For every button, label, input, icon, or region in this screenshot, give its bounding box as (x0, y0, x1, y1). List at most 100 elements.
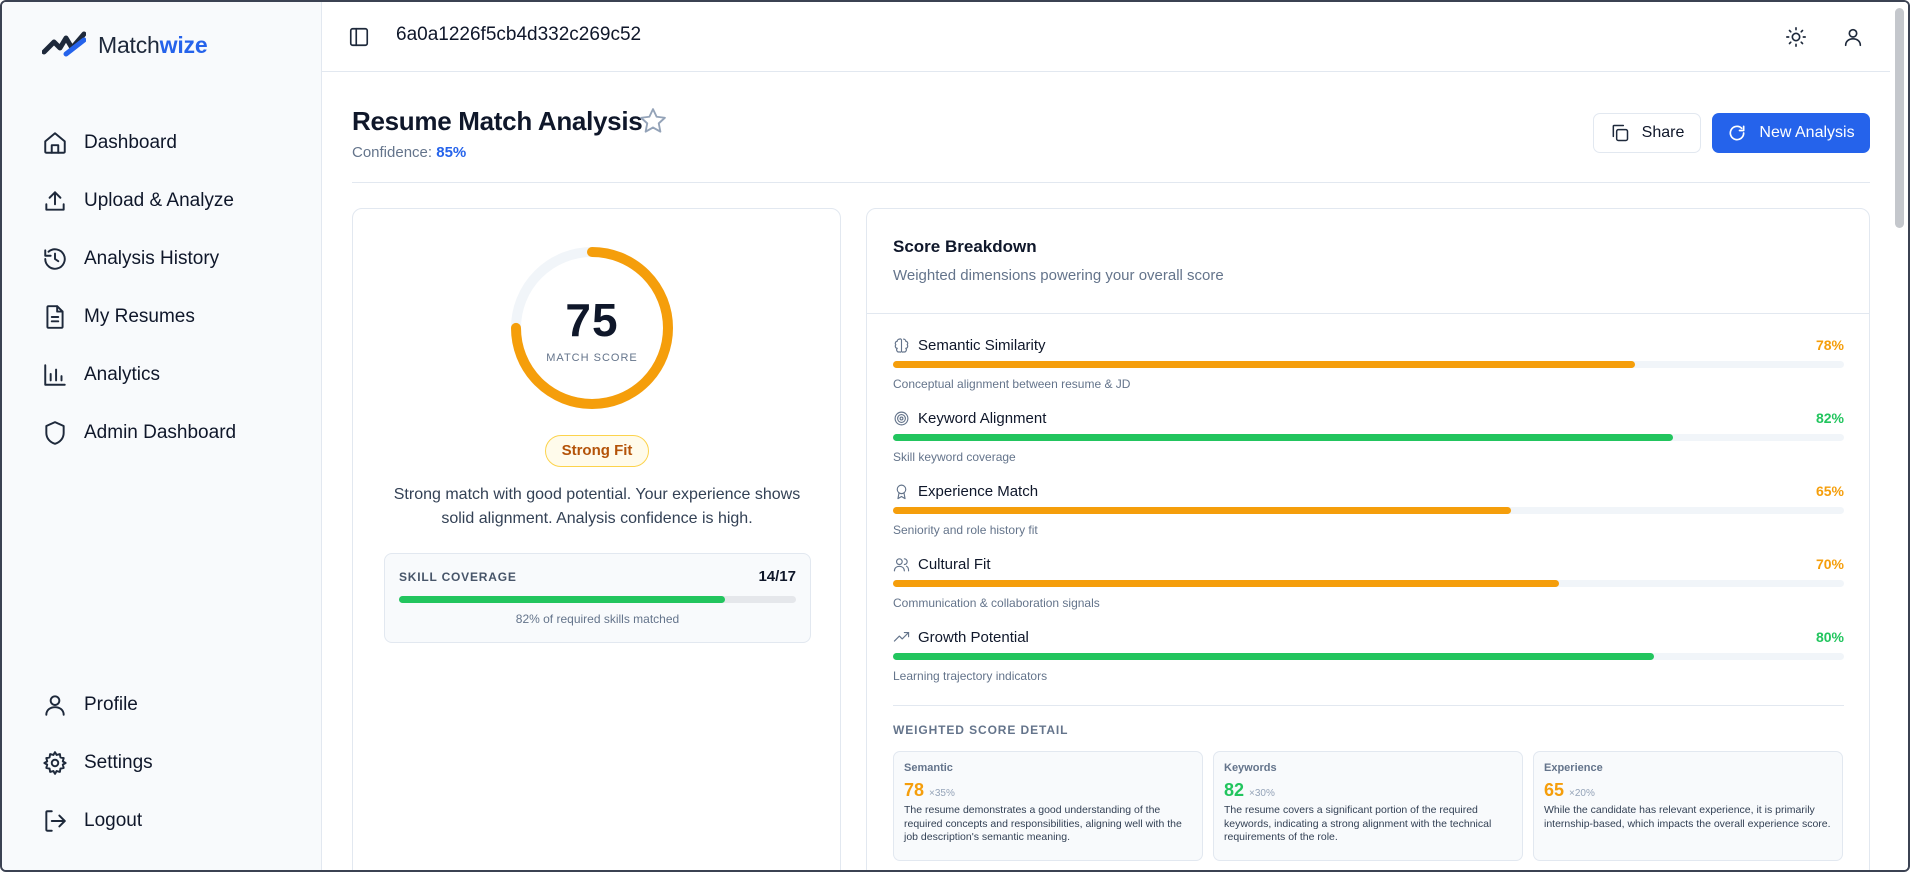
brand-name: Matchwize (98, 31, 208, 58)
dimension-name: Keyword Alignment (918, 409, 1047, 427)
skill-coverage-fill (399, 596, 725, 603)
copy-icon (1612, 124, 1628, 142)
dimension-percent: 78% (1815, 337, 1844, 353)
dimension-track (893, 653, 1844, 660)
page-title: Resume Match Analysis (352, 106, 643, 136)
dimension-track (893, 580, 1844, 587)
history-icon (44, 248, 66, 270)
fit-badge: Strong Fit (545, 435, 649, 467)
sidebar-item-label: Analysis History (84, 248, 220, 269)
target-icon (894, 411, 909, 425)
sidebar-item-analytics[interactable]: Analytics (30, 346, 300, 404)
document-icon (46, 305, 64, 329)
weighted-detail-grid: Semantic 78 ×35% The resume demonstrates … (893, 751, 1844, 861)
match-score-value: 75 (565, 294, 619, 346)
weighted-card-label: Keywords (1224, 762, 1277, 774)
weighted-card-weight: ×30% (1249, 788, 1275, 799)
award-icon (896, 484, 907, 499)
sidebar-item-profile[interactable]: Profile (30, 676, 300, 734)
dimension-fill (893, 361, 1635, 368)
user-account-icon[interactable] (1842, 26, 1864, 48)
dimension-percent: 70% (1815, 556, 1844, 572)
weighted-card-label: Experience (1544, 762, 1603, 774)
sidebar-item-label: Upload & Analyze (84, 190, 234, 211)
dimension-name: Experience Match (918, 482, 1039, 500)
weighted-card-weight: ×20% (1569, 788, 1595, 799)
sidebar-item-label: Logout (84, 810, 143, 831)
shield-icon (45, 421, 65, 445)
logout-icon (45, 810, 66, 832)
breakdown-divider (867, 313, 1869, 314)
gear-icon (43, 751, 67, 775)
sidebar-item-label: Analytics (84, 364, 161, 385)
score-breakdown-card: Score Breakdown Weighted dimensions powe… (866, 208, 1870, 870)
skill-coverage-box: SKILL COVERAGE 14/17 82% of required ski… (384, 553, 811, 643)
sidebar-item-my-resumes[interactable]: My Resumes (30, 288, 300, 346)
sidebar-item-label: Admin Dashboard (84, 422, 237, 443)
sidebar-nav: Dashboard Upload & Analyze Analysis Hist… (30, 114, 300, 462)
sidebar-item-dashboard[interactable]: Dashboard (30, 114, 300, 172)
share-label: Share (1641, 124, 1685, 141)
sidebar-item-label: Profile (84, 694, 138, 715)
breakdown-subtitle: Weighted dimensions powering your overal… (893, 267, 1224, 284)
users-icon (893, 557, 910, 571)
sidebar-item-admin-dashboard[interactable]: Admin Dashboard (30, 404, 300, 462)
dimension-row: Growth Potential 80% Learning trajectory… (893, 627, 1844, 700)
sun-icon[interactable] (1785, 26, 1807, 48)
dimension-track (893, 361, 1844, 368)
weighted-card-keywords: Keywords 82 ×30% The resume covers a sign… (1213, 751, 1523, 861)
dimension-fill (893, 653, 1654, 660)
dimension-track (893, 434, 1844, 441)
dimension-percent: 82% (1815, 410, 1844, 426)
dimension-list: Semantic Similarity 78% Conceptual align… (893, 335, 1844, 700)
share-button[interactable]: Share (1593, 113, 1701, 153)
dimension-percent: 80% (1815, 629, 1844, 645)
score-ring (511, 247, 673, 409)
breakdown-title: Score Breakdown (893, 237, 1037, 256)
sidebar-item-label: Dashboard (84, 132, 177, 153)
sidebar-item-settings[interactable]: Settings (30, 734, 300, 792)
dimension-row: Keyword Alignment 82% Skill keyword cove… (893, 408, 1844, 481)
weighted-card-text: The resume covers a significant portion … (1224, 804, 1492, 843)
dimension-fill (893, 580, 1559, 587)
match-score-card: 75 MATCH SCORE Strong Fit Strong match w… (352, 208, 841, 870)
weighted-card-weight: ×35% (929, 788, 955, 799)
skill-coverage-title: SKILL COVERAGE (399, 570, 517, 584)
weighted-card-text: While the candidate has relevant experie… (1544, 804, 1831, 830)
skill-coverage-track (399, 596, 796, 603)
scrollbar-thumb[interactable] (1895, 8, 1904, 228)
bar-chart-icon (44, 364, 66, 386)
weighted-card-label: Semantic (904, 762, 953, 774)
sidebar-item-analysis-history[interactable]: Analysis History (30, 230, 300, 288)
skill-coverage-note: 82% of required skills matched (515, 612, 680, 626)
dimension-description: Conceptual alignment between resume & JD (893, 377, 1131, 391)
weighted-card-score: 78 (904, 780, 925, 800)
dimension-name: Cultural Fit (918, 555, 991, 573)
upload-icon (45, 191, 65, 211)
dimension-row: Experience Match 65% Seniority and role … (893, 481, 1844, 554)
brain-icon (894, 337, 909, 353)
weighted-card-semantic: Semantic 78 ×35% The resume demonstrates … (893, 751, 1203, 861)
sidebar-item-logout[interactable]: Logout (30, 792, 300, 850)
sidebar-toggle-icon[interactable] (348, 26, 370, 48)
weighted-divider (893, 705, 1844, 706)
logo-mark-icon (42, 31, 86, 57)
topbar: 6a0a1226f5cb4d332c269c52 (322, 2, 1908, 72)
new-analysis-button[interactable]: New Analysis (1712, 113, 1870, 153)
home-icon (44, 132, 66, 154)
sidebar-item-label: Settings (84, 752, 153, 773)
dimension-name: Semantic Similarity (918, 336, 1046, 354)
weighted-detail-title: WEIGHTED SCORE DETAIL (893, 723, 1069, 737)
confidence: Confidence: 85% (352, 144, 467, 161)
brand-logo[interactable]: Matchwize (42, 28, 208, 62)
dimension-fill (893, 434, 1673, 441)
star-icon[interactable] (638, 106, 668, 136)
sidebar-item-upload-analyze[interactable]: Upload & Analyze (30, 172, 300, 230)
sidebar-item-label: My Resumes (84, 306, 195, 327)
new-analysis-label: New Analysis (1759, 124, 1855, 141)
page-scrollbar[interactable] (1890, 2, 1908, 870)
dimension-fill (893, 507, 1512, 514)
dimension-description: Seniority and role history fit (893, 523, 1038, 537)
dimension-description: Learning trajectory indicators (893, 669, 1048, 683)
